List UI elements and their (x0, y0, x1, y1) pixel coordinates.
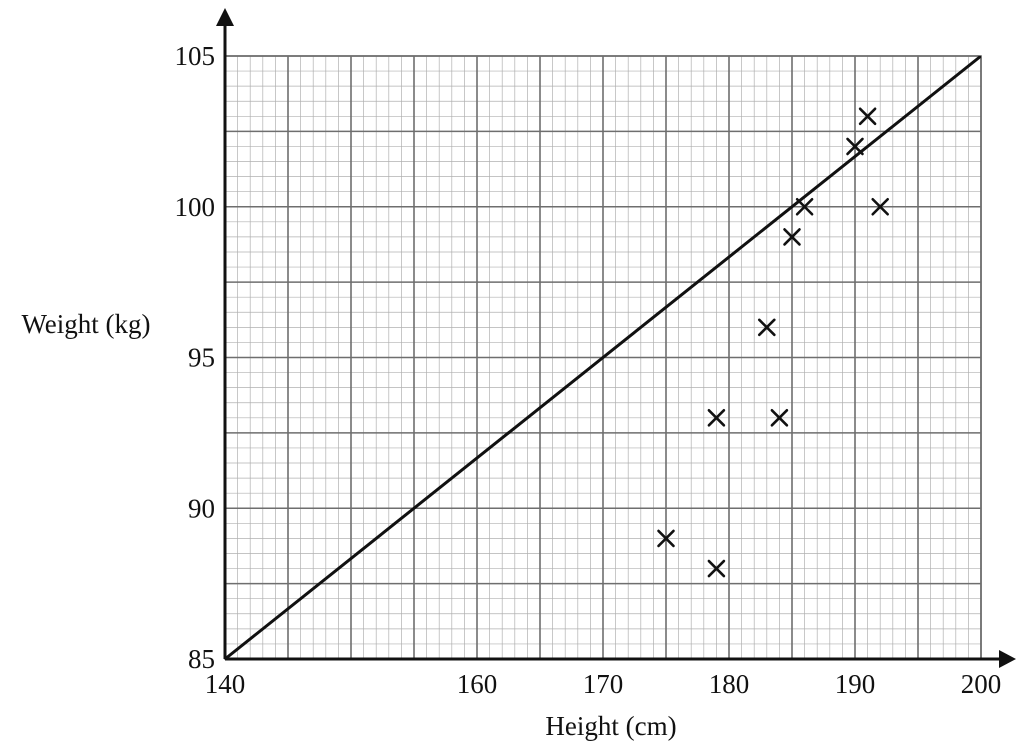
data-point-cross (707, 559, 726, 578)
best-fit-line-group (225, 56, 981, 659)
line-of-best-fit (225, 56, 981, 659)
axes (216, 8, 1016, 668)
data-point-cross (846, 137, 864, 156)
data-point-cross (657, 529, 675, 548)
x-tick-label: 200 (961, 669, 1002, 699)
x-tick-label: 180 (709, 669, 750, 699)
data-points (657, 107, 890, 578)
x-tick-labels: 140 160 170 180 190 200 (205, 669, 1002, 699)
y-tick-label: 100 (175, 192, 216, 222)
x-axis-title: Height (cm) (545, 711, 676, 741)
y-tick-label: 105 (175, 41, 216, 71)
x-tick-label: 190 (835, 669, 876, 699)
y-axis-title: Weight (kg) (21, 309, 150, 339)
x-axis-arrowhead (999, 650, 1016, 668)
y-axis-arrowhead (216, 8, 234, 26)
x-tick-label: 140 (205, 669, 246, 699)
x-tick-label: 160 (457, 669, 498, 699)
data-point-cross (783, 228, 801, 246)
data-point-cross (707, 408, 726, 427)
y-tick-label: 95 (188, 343, 215, 373)
x-tick-label: 170 (583, 669, 624, 699)
data-point-cross (770, 408, 789, 427)
y-tick-label: 85 (188, 644, 215, 674)
data-point-cross (871, 197, 890, 216)
data-point-cross (795, 197, 814, 216)
data-point-cross (757, 318, 776, 337)
y-tick-label: 90 (188, 493, 215, 523)
y-tick-labels: 85 90 95 100 105 (175, 41, 216, 674)
data-point-cross (858, 107, 877, 126)
